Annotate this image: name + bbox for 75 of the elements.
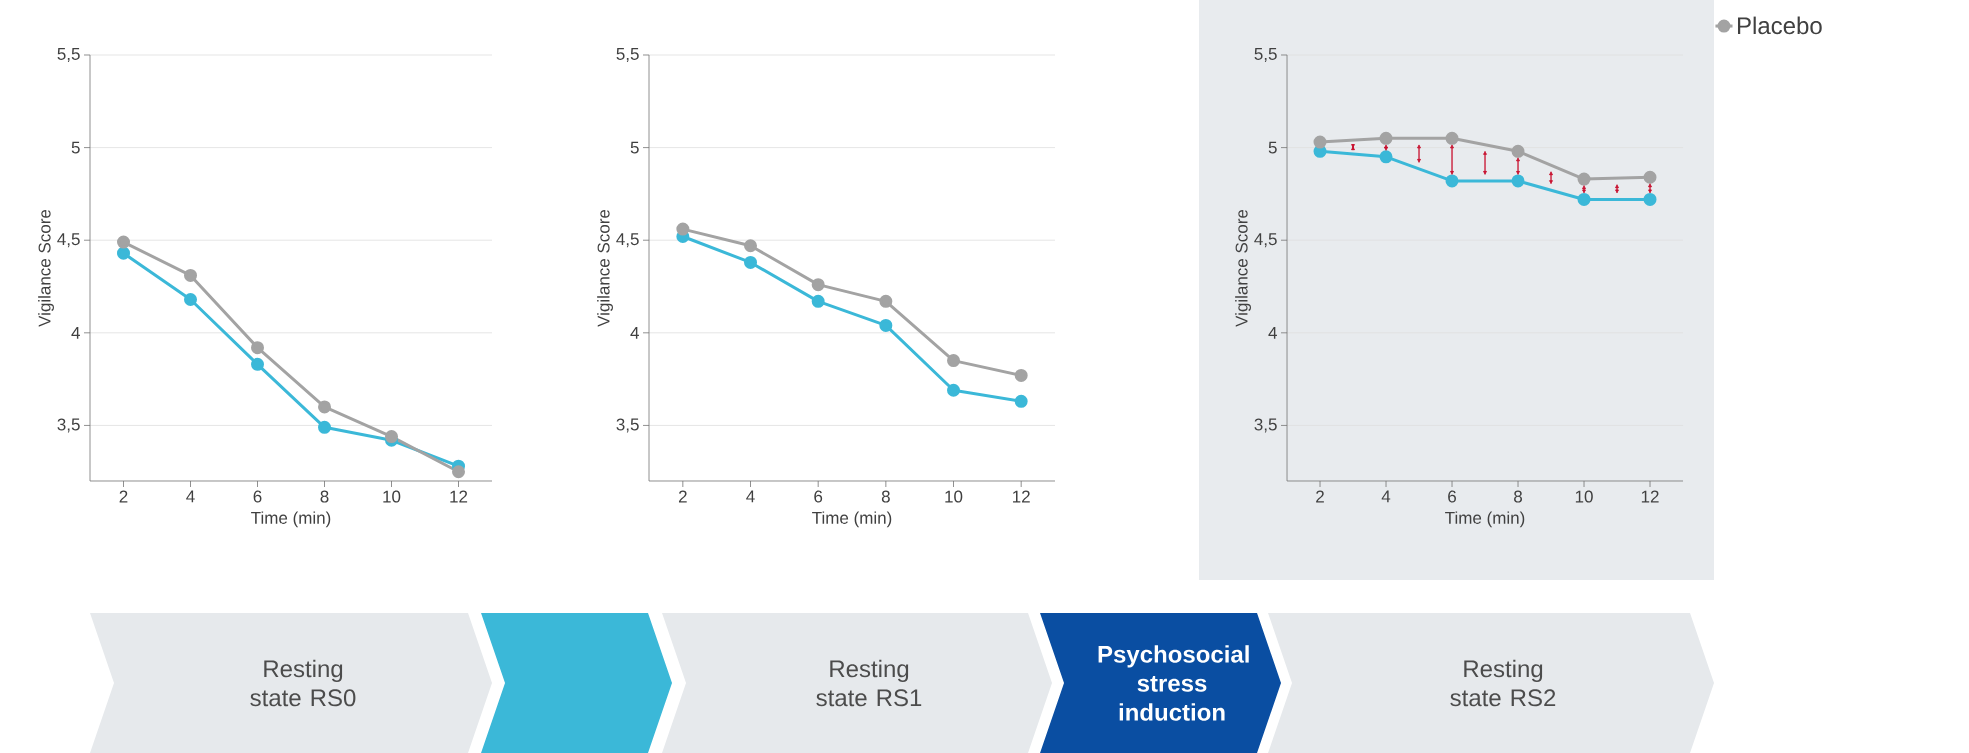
x-tick-label: 4	[186, 490, 195, 503]
point	[184, 292, 198, 306]
point	[1445, 131, 1459, 145]
y-tick-label: 4,5	[1254, 233, 1277, 248]
point	[1511, 174, 1525, 188]
y-axis-title: Vigilance Score	[1235, 209, 1251, 327]
y-tick-label: 5	[71, 141, 80, 154]
point	[1643, 170, 1657, 184]
y-tick-label: 4,5	[616, 233, 639, 248]
x-tick-label: 4	[1381, 490, 1391, 503]
point	[318, 420, 332, 434]
y-tick-label: 4,5	[57, 233, 80, 248]
y-tick-label: 5,5	[616, 48, 639, 62]
point	[184, 268, 198, 282]
point	[1379, 150, 1393, 164]
point	[811, 294, 825, 308]
legend-label: Placebo	[1737, 16, 1822, 35]
x-tick-label: 2	[1316, 490, 1324, 503]
point	[251, 341, 265, 355]
point	[1577, 192, 1591, 206]
y-tick-label: 4	[630, 326, 639, 339]
point	[117, 235, 131, 249]
y-tick-label: 3,5	[1254, 418, 1277, 433]
y-tick-label: 3,5	[616, 418, 639, 433]
y-tick-label: 5,5	[57, 48, 80, 62]
point	[1379, 131, 1393, 145]
y-tick-label: 5	[1268, 141, 1277, 154]
x-tick-label: 6	[253, 490, 262, 503]
y-tick-label: 4	[1268, 326, 1277, 339]
y-axis-title: Vigilance Score	[597, 209, 613, 327]
x-tick-label: 2	[678, 490, 687, 503]
x-tick-label: 4	[746, 490, 755, 503]
point	[1445, 174, 1459, 188]
x-tick-label: 12	[1013, 490, 1030, 503]
point	[744, 255, 758, 269]
point	[452, 465, 466, 479]
point	[947, 383, 961, 397]
x-axis-title: Time (min)	[1445, 511, 1525, 528]
x-tick-label: 10	[945, 490, 963, 503]
y-tick-label: 4	[71, 326, 80, 339]
x-tick-label: 8	[1514, 490, 1523, 503]
x-axis-title: Time (min)	[251, 511, 331, 528]
x-tick-label: 6	[1448, 490, 1456, 503]
point	[1014, 394, 1028, 408]
x-axis-title: Time (min)	[812, 511, 892, 528]
point	[1643, 192, 1657, 206]
x-tick-label: 6	[814, 490, 823, 503]
x-tick-label: 12	[450, 490, 468, 503]
y-tick-label: 5	[630, 141, 639, 154]
point	[811, 278, 825, 292]
x-tick-label: 12	[1641, 490, 1659, 503]
y-tick-label: 3,5	[57, 418, 80, 433]
point	[318, 400, 332, 414]
category-label: Resting state RS0	[250, 659, 356, 707]
x-tick-label: 10	[383, 490, 401, 503]
y-tick-label: 5,5	[1254, 48, 1277, 62]
y-axis-title: Vigilance Score	[38, 209, 54, 327]
point	[947, 354, 961, 368]
point	[879, 294, 893, 308]
point	[117, 246, 131, 260]
category-label: Resting state RS1	[816, 659, 922, 707]
point	[1577, 172, 1591, 186]
x-tick-label: 10	[1575, 490, 1593, 503]
point	[879, 318, 893, 332]
point	[251, 357, 265, 371]
point	[1511, 144, 1525, 158]
point	[1014, 368, 1028, 382]
category-label: Psychosocial stress induction	[1098, 645, 1249, 721]
point	[1313, 135, 1327, 149]
point	[744, 239, 758, 253]
x-tick-label: 2	[119, 490, 128, 503]
category-label: Resting state RS2	[1450, 659, 1556, 707]
x-tick-label: 8	[320, 490, 329, 503]
point	[676, 222, 690, 236]
x-tick-label: 8	[881, 490, 890, 503]
